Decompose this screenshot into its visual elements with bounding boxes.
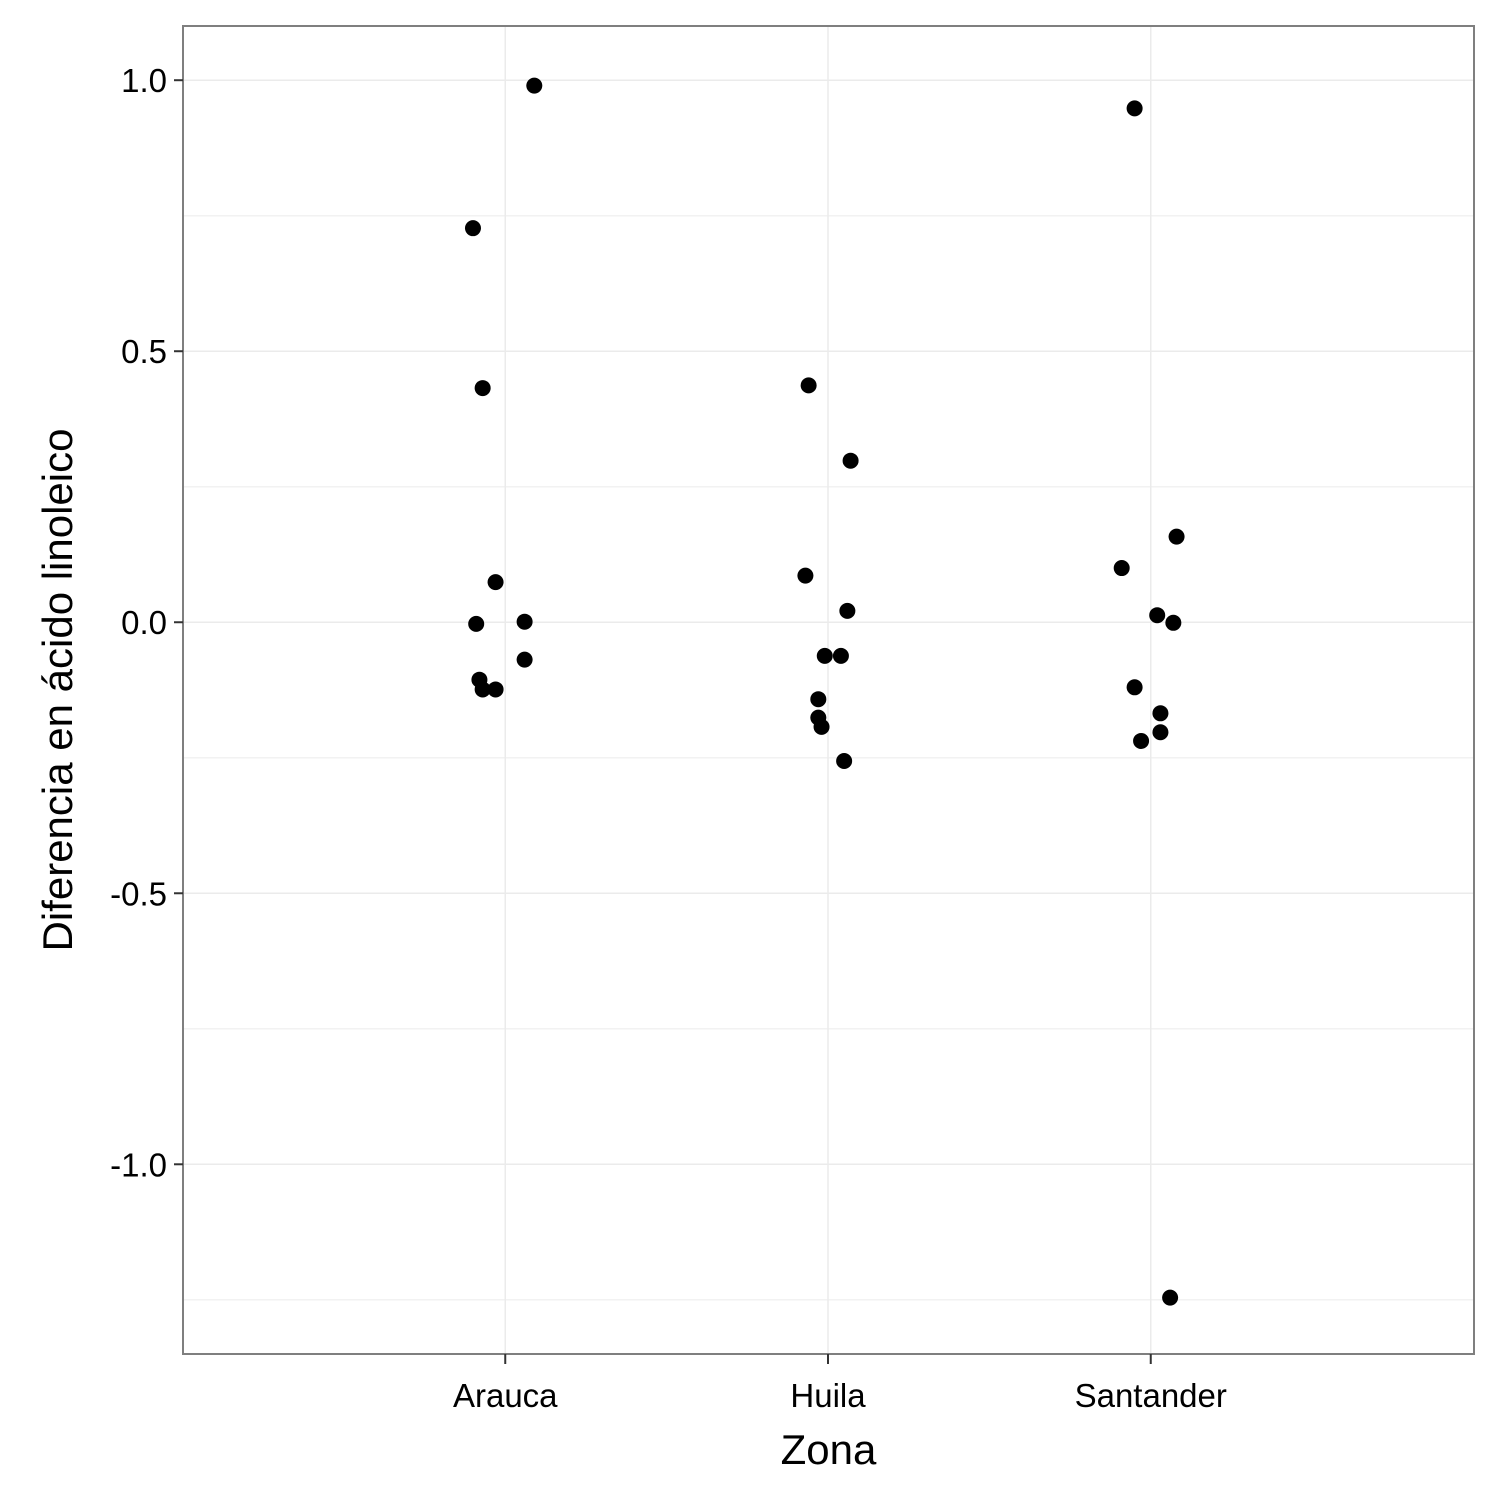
tick-labels: 1.0 0.5 0.0 -0.5 -1.0 Arauca Huila Santander — [110, 62, 1227, 1414]
y-tick-label: 0.0 — [121, 604, 167, 641]
data-point — [813, 718, 830, 735]
data-point — [1126, 100, 1143, 117]
axis-ticks — [174, 79, 1152, 1364]
data-point — [1126, 679, 1143, 696]
y-tick-label: 0.5 — [121, 333, 167, 370]
y-tick-label: -1.0 — [110, 1146, 167, 1183]
data-point — [1162, 1289, 1179, 1306]
data-points — [464, 77, 1185, 1306]
data-point — [526, 77, 543, 94]
data-point — [842, 452, 859, 469]
y-tick-label: -0.5 — [110, 875, 167, 912]
x-tick-label: Huila — [790, 1377, 866, 1414]
x-tick-label: Arauca — [453, 1377, 558, 1414]
data-point — [516, 613, 533, 630]
data-point — [1113, 560, 1130, 577]
data-point — [487, 574, 504, 591]
data-point — [836, 753, 853, 770]
x-tick-label: Santander — [1075, 1377, 1227, 1414]
y-tick-label: 1.0 — [121, 62, 167, 99]
data-point — [816, 647, 833, 664]
data-point — [468, 615, 485, 632]
data-point — [487, 681, 504, 698]
grid-lines — [183, 26, 1474, 1354]
data-point — [1152, 705, 1169, 722]
data-point — [1165, 614, 1182, 631]
y-axis-title: Diferencia en ácido linoleico — [34, 429, 81, 952]
data-point — [1152, 724, 1169, 741]
data-point — [1133, 732, 1150, 749]
data-point — [464, 220, 481, 237]
data-point — [1149, 607, 1166, 624]
data-point — [797, 567, 814, 584]
data-point — [832, 647, 849, 664]
data-point — [516, 651, 533, 668]
data-point — [810, 691, 827, 708]
data-point — [474, 380, 491, 397]
x-axis-title: Zona — [781, 1426, 877, 1473]
data-point — [839, 602, 856, 619]
data-point — [1168, 528, 1185, 545]
data-point — [474, 681, 491, 698]
data-point — [800, 377, 817, 394]
